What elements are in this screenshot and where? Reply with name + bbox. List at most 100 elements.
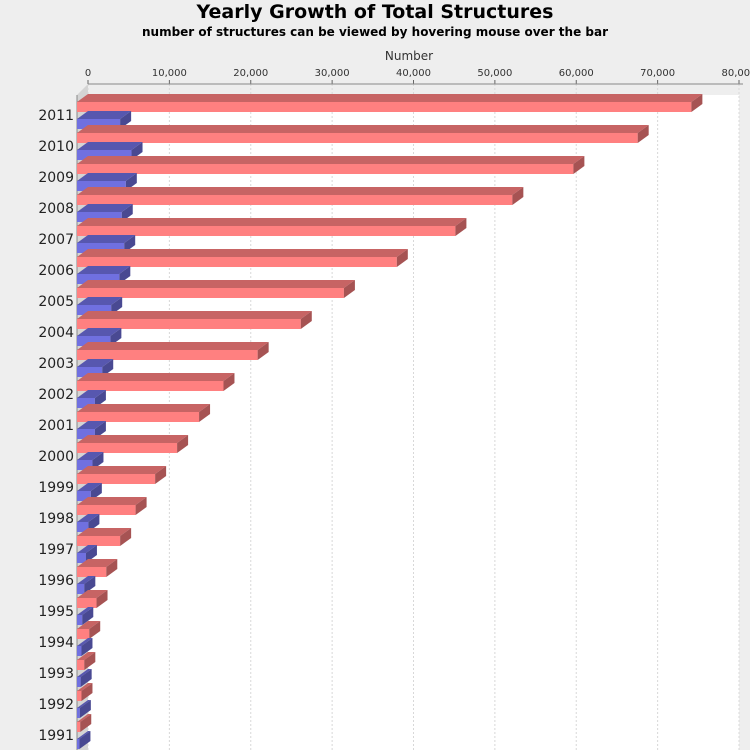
bar[interactable] bbox=[77, 328, 122, 346]
bar[interactable] bbox=[77, 373, 235, 391]
bar[interactable] bbox=[77, 607, 94, 625]
x-tick-label: 30,000 bbox=[315, 68, 350, 79]
bar[interactable] bbox=[77, 652, 96, 670]
bar-end-face bbox=[343, 280, 355, 298]
bar-front-face bbox=[77, 398, 95, 408]
bar-front-face bbox=[77, 491, 91, 501]
bar[interactable] bbox=[77, 125, 649, 143]
bar[interactable] bbox=[77, 204, 133, 222]
bar[interactable] bbox=[77, 483, 102, 501]
bar-front-face bbox=[77, 319, 301, 329]
bar[interactable] bbox=[77, 390, 106, 408]
bar-top-face bbox=[77, 404, 211, 412]
bar-end-face bbox=[80, 669, 92, 687]
bar-top-face bbox=[77, 204, 133, 212]
bar-front-face bbox=[77, 629, 90, 639]
bar[interactable] bbox=[77, 218, 467, 236]
bar-front-face bbox=[77, 429, 95, 439]
bar[interactable] bbox=[77, 187, 524, 205]
bar[interactable] bbox=[77, 514, 100, 532]
bar[interactable] bbox=[77, 142, 143, 160]
bar-front-face bbox=[77, 474, 156, 484]
bar[interactable] bbox=[77, 404, 211, 422]
bar-front-face bbox=[77, 677, 81, 687]
bar-front-face bbox=[77, 522, 89, 532]
bar[interactable] bbox=[77, 545, 97, 563]
x-tick-label: 50,000 bbox=[477, 68, 512, 79]
bar-top-face bbox=[77, 559, 118, 567]
y-category-label: 2007 bbox=[38, 232, 74, 248]
bar-top-face bbox=[77, 249, 408, 257]
bar[interactable] bbox=[77, 173, 137, 191]
bar-front-face bbox=[77, 102, 692, 112]
bar-top-face bbox=[77, 111, 132, 119]
bar[interactable] bbox=[77, 297, 123, 315]
bar[interactable] bbox=[77, 700, 91, 718]
bar[interactable] bbox=[77, 559, 118, 577]
bar[interactable] bbox=[77, 421, 106, 439]
bar[interactable] bbox=[77, 576, 96, 594]
bar[interactable] bbox=[77, 156, 585, 174]
y-category-label: 1999 bbox=[38, 480, 74, 496]
bar[interactable] bbox=[77, 249, 408, 267]
bar[interactable] bbox=[77, 342, 269, 360]
bar[interactable] bbox=[77, 621, 101, 639]
bar-front-face bbox=[77, 226, 456, 236]
y-category-label: 1991 bbox=[38, 728, 74, 744]
y-category-label: 2010 bbox=[38, 139, 74, 155]
bar-front-face bbox=[77, 646, 82, 656]
bar-end-face bbox=[79, 700, 91, 718]
bar[interactable] bbox=[77, 683, 93, 701]
bar-front-face bbox=[77, 739, 80, 749]
bar-top-face bbox=[77, 156, 585, 164]
bar-top-face bbox=[77, 669, 92, 677]
bar-end-face bbox=[94, 390, 106, 408]
bar-front-face bbox=[77, 350, 258, 360]
bar[interactable] bbox=[77, 590, 108, 608]
y-category-label: 2002 bbox=[38, 387, 74, 403]
bar-top-face bbox=[77, 731, 91, 739]
bar[interactable] bbox=[77, 235, 136, 253]
bar-end-face bbox=[92, 452, 104, 470]
bar-front-face bbox=[77, 181, 126, 191]
bar-top-face bbox=[77, 683, 93, 691]
bar[interactable] bbox=[77, 280, 355, 298]
bar-front-face bbox=[77, 412, 200, 422]
bar[interactable] bbox=[77, 311, 312, 329]
bar-top-face bbox=[77, 142, 143, 150]
y-category-label: 2009 bbox=[38, 170, 74, 186]
bar-end-face bbox=[573, 156, 585, 174]
bar-end-face bbox=[89, 621, 101, 639]
bar[interactable] bbox=[77, 466, 167, 484]
bar-top-face bbox=[77, 483, 102, 491]
bar-front-face bbox=[77, 615, 83, 625]
bar[interactable] bbox=[77, 638, 93, 656]
x-tick-label: 20,000 bbox=[233, 68, 268, 79]
bar-end-face bbox=[691, 94, 703, 112]
bar[interactable] bbox=[77, 452, 104, 470]
bar-top-face bbox=[77, 576, 96, 584]
bar[interactable] bbox=[77, 528, 132, 546]
bar-end-face bbox=[84, 652, 96, 670]
x-tick-label: 40,000 bbox=[396, 68, 431, 79]
bar[interactable] bbox=[77, 714, 92, 732]
bar[interactable] bbox=[77, 266, 131, 284]
bar[interactable] bbox=[77, 111, 132, 129]
bar[interactable] bbox=[77, 731, 91, 749]
bar[interactable] bbox=[77, 359, 114, 377]
chart-title: Yearly Growth of Total Structures bbox=[196, 1, 554, 23]
bar[interactable] bbox=[77, 497, 147, 515]
bar-end-face bbox=[300, 311, 312, 329]
bar-end-face bbox=[155, 466, 167, 484]
y-category-label: 1992 bbox=[38, 697, 74, 713]
bar-end-face bbox=[223, 373, 235, 391]
bar-top-face bbox=[77, 373, 235, 381]
bar-front-face bbox=[77, 243, 125, 253]
bar[interactable] bbox=[77, 669, 92, 687]
bar-top-face bbox=[77, 390, 106, 398]
bar[interactable] bbox=[77, 94, 703, 112]
x-tick-label: 10,000 bbox=[152, 68, 187, 79]
bar-front-face bbox=[77, 584, 85, 594]
bar[interactable] bbox=[77, 435, 189, 453]
bar-end-face bbox=[88, 514, 100, 532]
